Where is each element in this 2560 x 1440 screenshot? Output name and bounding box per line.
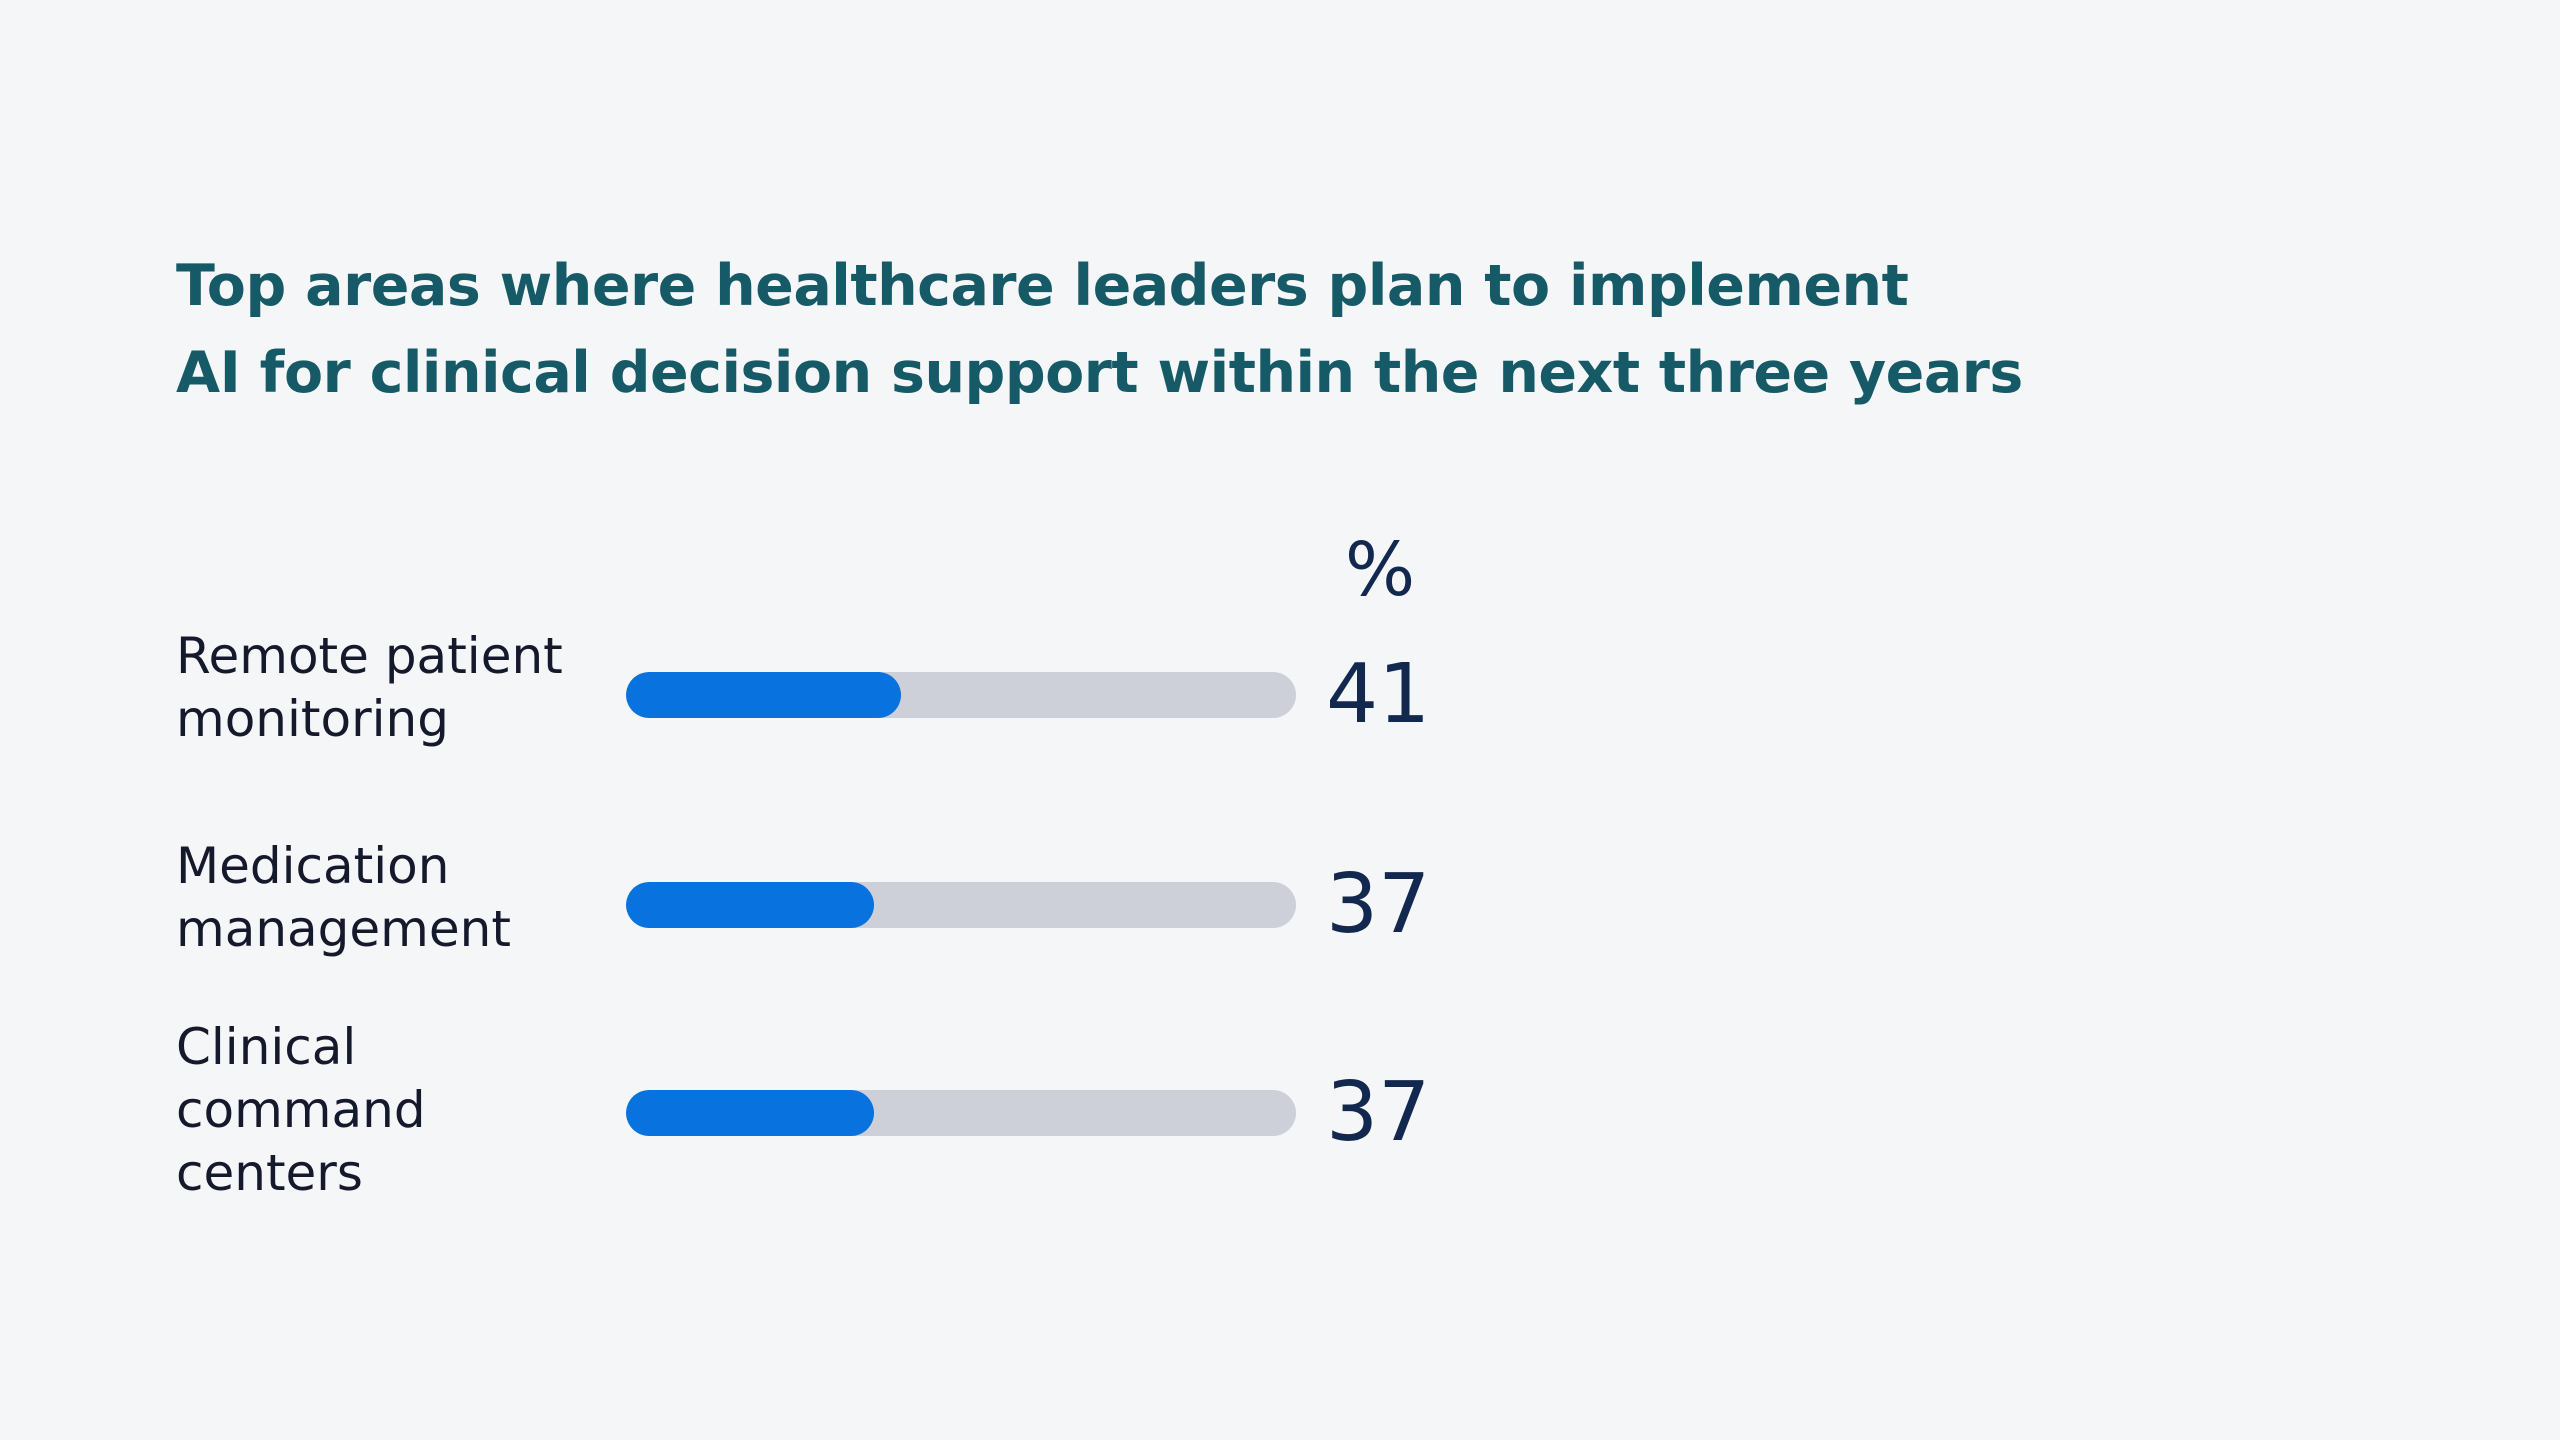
bar-value-label: 37 [1326, 1065, 1431, 1160]
bar-track [626, 672, 1296, 718]
chart-title: Top areas where healthcare leaders plan … [176, 243, 2023, 417]
chart-title-line-1: Top areas where healthcare leaders plan … [176, 253, 1909, 319]
bar-value-label: 41 [1326, 647, 1431, 742]
bar-track [626, 1090, 1296, 1136]
bar [626, 1090, 874, 1136]
bar-track [626, 882, 1296, 928]
bar [626, 672, 901, 718]
category-label: Medication management [176, 837, 511, 958]
category-label: Remote patient monitoring [176, 627, 563, 748]
bar [626, 882, 874, 928]
unit-label: % [1344, 527, 1416, 613]
bar-value-label: 37 [1326, 857, 1431, 952]
category-label: Clinical command centers [176, 1018, 426, 1202]
chart-title-line-2: AI for clinical decision support within … [176, 340, 2023, 406]
